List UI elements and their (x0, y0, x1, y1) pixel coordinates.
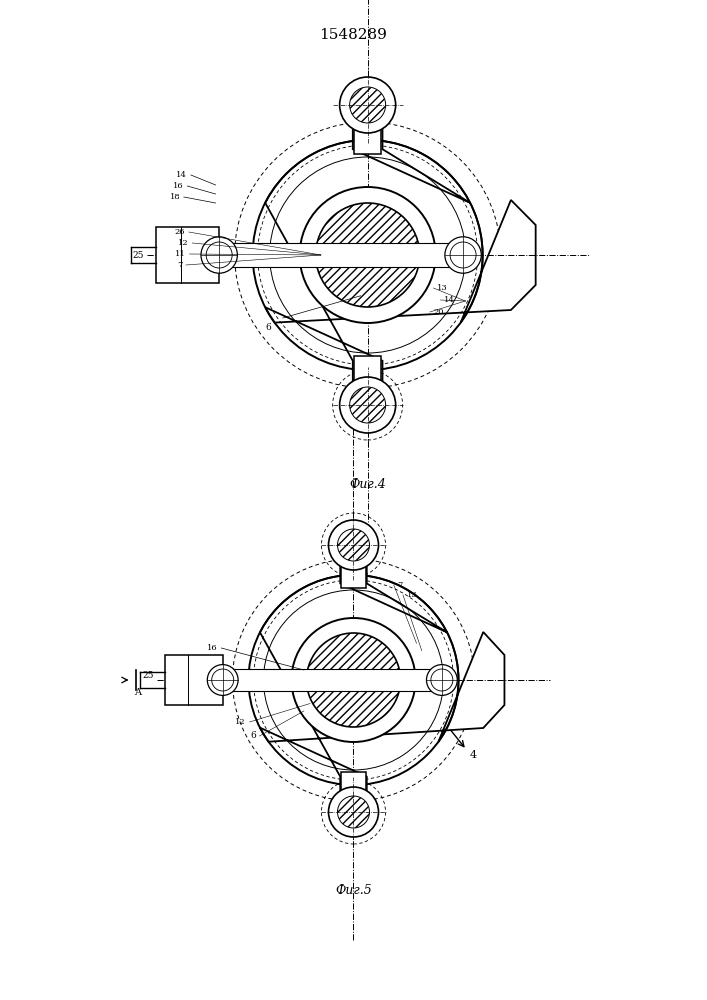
Ellipse shape (291, 618, 416, 742)
Ellipse shape (307, 633, 400, 727)
Text: 12: 12 (235, 718, 246, 726)
Polygon shape (260, 535, 505, 825)
Text: 14: 14 (444, 296, 455, 304)
Text: 13: 13 (407, 591, 417, 599)
Polygon shape (156, 227, 219, 283)
Text: Фиг.5: Фиг.5 (335, 884, 372, 896)
Polygon shape (354, 113, 382, 154)
Polygon shape (354, 356, 382, 397)
Text: 12: 12 (178, 239, 189, 247)
Polygon shape (223, 669, 442, 691)
Ellipse shape (350, 87, 385, 123)
Ellipse shape (339, 377, 396, 433)
Ellipse shape (300, 187, 436, 323)
Ellipse shape (350, 387, 385, 423)
Text: 18: 18 (170, 193, 180, 201)
Text: 7: 7 (177, 261, 182, 269)
Text: 25: 25 (133, 250, 144, 259)
Text: Фиг.4: Фиг.4 (349, 479, 386, 491)
Text: 7: 7 (397, 581, 403, 589)
Polygon shape (219, 243, 463, 267)
Text: 4: 4 (470, 750, 477, 760)
Polygon shape (341, 772, 366, 804)
Ellipse shape (329, 520, 378, 570)
Ellipse shape (339, 77, 396, 133)
Ellipse shape (337, 796, 370, 828)
Text: 6: 6 (250, 732, 256, 740)
Text: 25: 25 (143, 671, 154, 680)
Ellipse shape (329, 787, 378, 837)
Text: 20: 20 (433, 308, 444, 316)
Polygon shape (265, 94, 536, 416)
Text: 6: 6 (266, 324, 271, 332)
Text: 14: 14 (177, 171, 187, 179)
Text: 16: 16 (207, 644, 218, 652)
Polygon shape (341, 552, 366, 588)
Text: 13: 13 (437, 284, 448, 292)
Ellipse shape (445, 237, 481, 273)
Text: 16: 16 (173, 182, 184, 190)
Text: A: A (134, 688, 141, 697)
Text: 1548289: 1548289 (320, 28, 387, 42)
Ellipse shape (207, 665, 238, 695)
Ellipse shape (426, 665, 457, 695)
Text: 11: 11 (175, 250, 186, 258)
Polygon shape (165, 655, 223, 705)
Ellipse shape (315, 203, 420, 307)
Ellipse shape (201, 237, 238, 273)
Ellipse shape (337, 529, 370, 561)
Text: 26: 26 (175, 228, 185, 236)
